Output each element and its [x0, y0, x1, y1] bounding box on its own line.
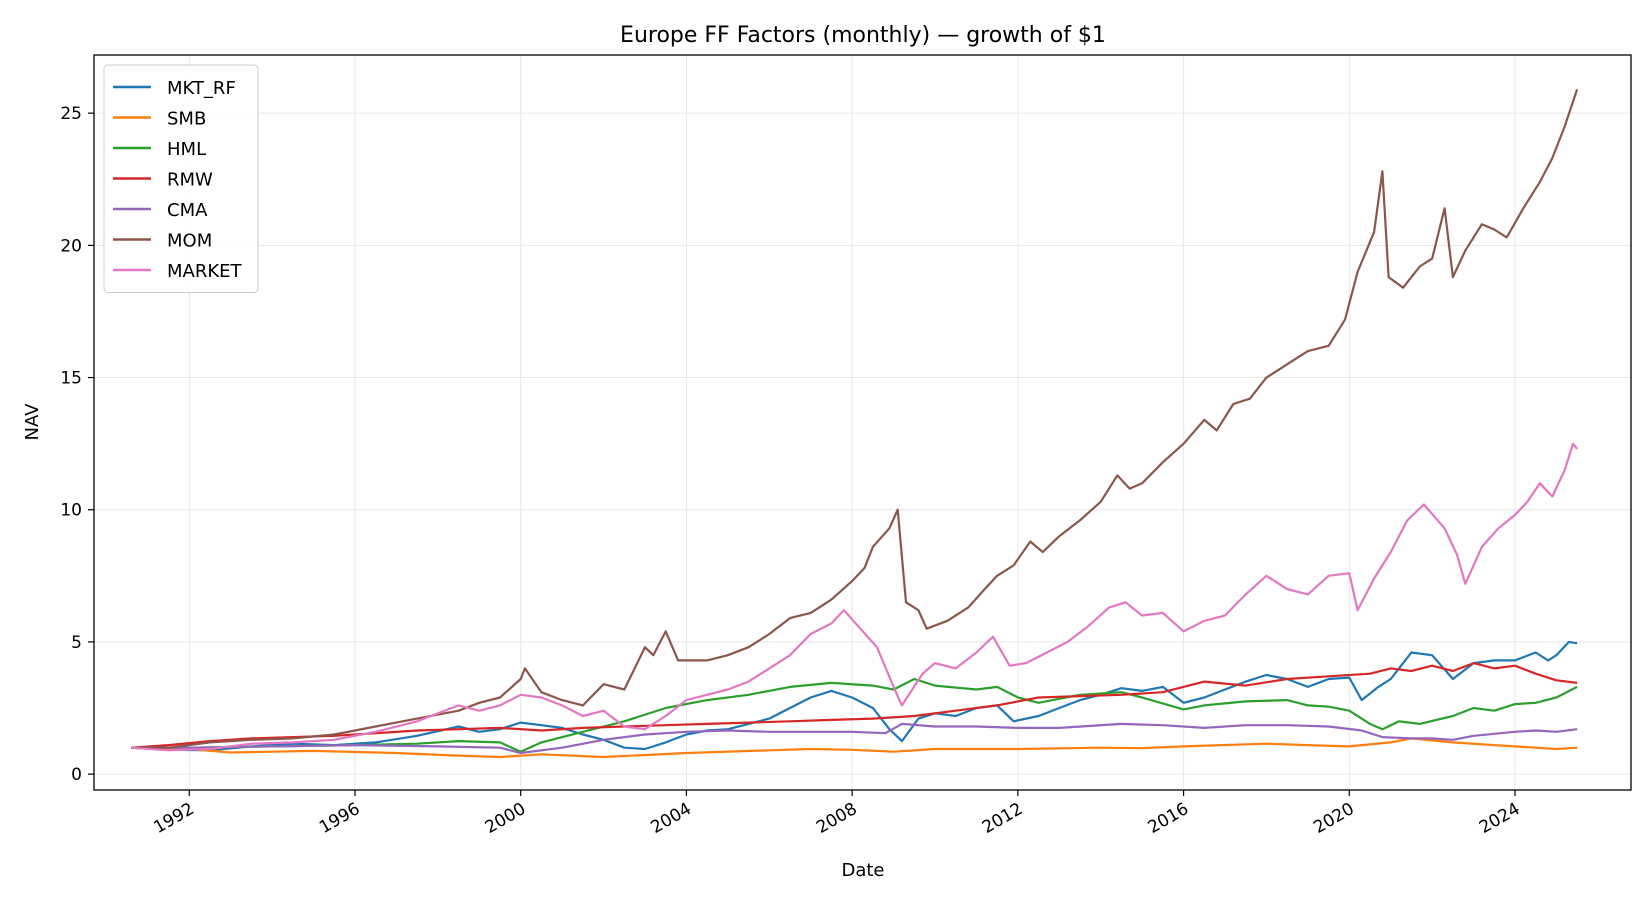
x-tick-label: 2012 [979, 799, 1026, 838]
x-tick-label: 2004 [647, 799, 694, 838]
y-tick-label: 0 [71, 765, 82, 785]
x-tick-label: 2008 [813, 799, 860, 838]
chart-title: Europe FF Factors (monthly) — growth of … [620, 23, 1106, 48]
series-line-market [131, 442, 1578, 752]
legend: MKT_RF SMB HML RMW CMA MOM MARKET [103, 64, 259, 293]
x-tick-label: 2000 [482, 799, 529, 838]
x-tick-label: 2020 [1310, 799, 1357, 838]
series-line-hml [131, 677, 1578, 753]
x-tick-label: 1996 [316, 799, 363, 838]
legend-box [103, 64, 259, 293]
series-layer [131, 89, 1579, 759]
legend-label: SMB [167, 109, 206, 130]
x-tick-label: 2024 [1476, 799, 1523, 838]
y-axis: 0 5 10 15 20 25 [60, 104, 94, 785]
series-line-rmw [131, 662, 1578, 749]
legend-label: MARKET [167, 261, 243, 282]
series-line-cma [131, 722, 1578, 755]
y-axis-label: NAV [22, 403, 43, 441]
x-axis: 1992 1996 2000 2004 2008 2012 2016 2020 2024 [150, 790, 1524, 838]
y-tick-label: 15 [60, 369, 82, 389]
series-line-mkt-rf [131, 640, 1578, 752]
x-axis-label: Date [841, 860, 884, 881]
x-tick-label: 1992 [150, 799, 197, 838]
legend-label: MOM [167, 231, 212, 252]
plot-area-frame [93, 54, 1632, 791]
legend-label: CMA [167, 200, 208, 221]
x-tick-label: 2016 [1145, 799, 1192, 838]
grid-lines [94, 55, 1631, 790]
y-tick-label: 25 [60, 104, 82, 124]
y-tick-label: 10 [60, 501, 82, 521]
legend-label: RMW [167, 170, 213, 191]
series-line-mom [131, 89, 1579, 749]
series-line-smb [131, 737, 1578, 759]
y-tick-label: 5 [71, 633, 82, 653]
legend-label: MKT_RF [167, 78, 236, 99]
y-tick-label: 20 [60, 236, 82, 256]
legend-label: HML [167, 139, 206, 160]
